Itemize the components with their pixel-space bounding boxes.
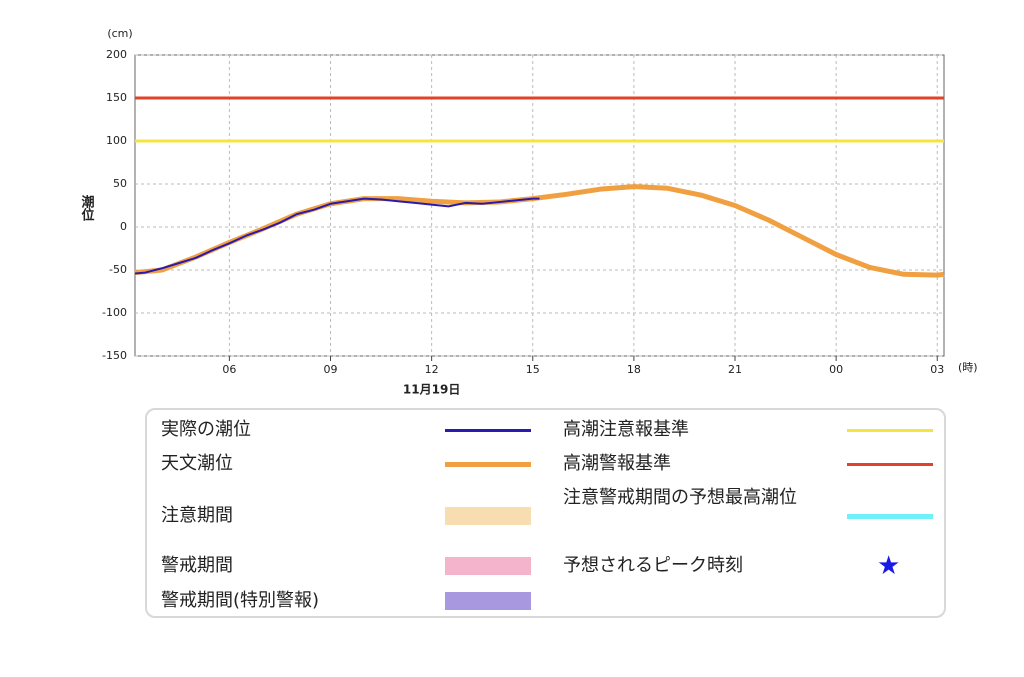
legend-swatch: [847, 513, 933, 519]
y-tick-label: -150: [102, 349, 127, 362]
legend-swatch: [847, 428, 933, 432]
x-tick-label: 18: [627, 363, 641, 376]
legend-label: 警戒期間(特別警報): [161, 590, 320, 611]
legend-swatch: [847, 462, 933, 466]
y-axis-label: 潮位: [79, 194, 95, 222]
chart: (cm) (時) 潮位 -150 -100 -50 0 50 100 150 200 06 09 1…: [79, 27, 978, 397]
legend-label: 天文潮位: [161, 453, 233, 474]
legend-label: 注意警戒期間の予想最高潮位: [563, 487, 797, 508]
legend-swatch: [445, 592, 531, 610]
x-tick-label: 09: [324, 363, 338, 376]
y-unit: (cm): [107, 27, 132, 40]
plot-area: [134, 54, 945, 357]
y-tick-label: 200: [106, 48, 127, 61]
legend-label: 予想されるピーク時刻: [563, 555, 743, 576]
legend-label: 高潮警報基準: [563, 453, 671, 474]
legend: 実際の潮位天文潮位注意期間警戒期間警戒期間(特別警報) 高潮注意報基準 高潮警報基準…: [145, 408, 946, 618]
series-line: [134, 197, 540, 275]
y-tick-label: 0: [120, 220, 127, 233]
x-tick-label: 12: [425, 363, 439, 376]
legend-label: 警戒期間: [161, 555, 233, 576]
legend-label: 高潮注意報基準: [563, 419, 689, 440]
y-tick-label: -50: [109, 263, 127, 276]
legend-swatch: [445, 507, 531, 525]
legend-label: 注意期間: [161, 505, 233, 526]
legend-swatch: ★: [877, 551, 901, 581]
y-tick-label: -100: [102, 306, 127, 319]
legend-label: 実際の潮位: [161, 419, 251, 440]
legend-swatch: [445, 461, 531, 467]
y-tick-label: 150: [106, 91, 127, 104]
x-tick-label: 00: [829, 363, 843, 376]
x-tick-label: 06: [222, 363, 236, 376]
date-label: 11月19日: [403, 383, 460, 397]
y-tick-label: 50: [113, 177, 127, 190]
x-unit: (時): [958, 361, 978, 374]
x-tick-label: 21: [728, 363, 742, 376]
legend-swatch: [445, 557, 531, 575]
x-tick-label: 03: [930, 363, 944, 376]
y-tick-label: 100: [106, 134, 127, 147]
legend-swatch: [445, 429, 531, 432]
x-tick-label: 15: [526, 363, 540, 376]
